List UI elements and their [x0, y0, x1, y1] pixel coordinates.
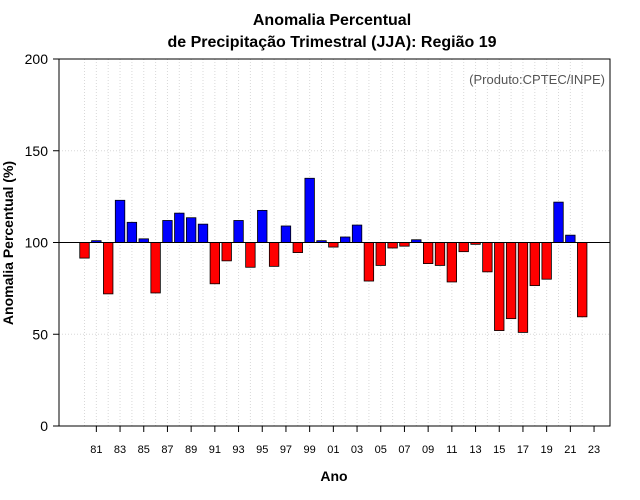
- bar-2009: [422, 242, 434, 265]
- x-tick-label: 15: [493, 444, 505, 456]
- y-tick-label: 100: [25, 235, 49, 251]
- bar-1996: [268, 242, 280, 267]
- bar-2001: [328, 242, 339, 248]
- x-tick-label: 09: [422, 444, 434, 456]
- chart-title-line2: de Precipitação Trimestral (JJA): Região…: [167, 34, 496, 51]
- bar-1989: [185, 217, 197, 243]
- y-tick-label: 150: [25, 143, 49, 159]
- y-tick-label: 50: [32, 326, 48, 342]
- bar-1982: [103, 242, 114, 295]
- x-axis-label: Ano: [320, 468, 347, 484]
- bar-1983: [114, 199, 126, 243]
- y-tick-label: 200: [25, 51, 49, 67]
- bar-2022: [577, 242, 588, 318]
- bar-1984: [126, 221, 138, 243]
- bar-1991: [209, 242, 221, 285]
- x-tick-label: 89: [185, 444, 197, 456]
- x-tick-label: 97: [280, 444, 292, 456]
- bar-2018: [529, 242, 540, 287]
- x-tick-label: 11: [446, 444, 457, 456]
- bar-1999: [304, 177, 315, 243]
- x-tick-label: 95: [256, 444, 268, 456]
- bar-2020: [553, 201, 564, 243]
- x-tick-label: 81: [90, 444, 102, 456]
- bar-2003: [351, 224, 363, 243]
- bar-2002: [340, 236, 351, 243]
- x-tick-label: 01: [327, 444, 339, 456]
- bar-2017: [517, 242, 529, 333]
- chart-title-line1: Anomalia Percentual: [253, 12, 411, 29]
- x-tick-label: 21: [564, 444, 576, 456]
- y-axis-label: Anomalia Percentual (%): [0, 161, 16, 325]
- bar-2019: [541, 242, 552, 280]
- bar-1993: [233, 220, 244, 243]
- x-axis: 81 83 85 87 89 91 93 95 97 99 01 03 05 07 09 11 13 15 17 19…: [90, 426, 600, 456]
- y-tick-label: 0: [40, 418, 48, 434]
- x-tick-label: 87: [161, 444, 173, 456]
- bar-1986: [150, 242, 161, 294]
- bar-2006: [387, 242, 398, 249]
- bar-1998: [292, 242, 303, 253]
- bar-1995: [257, 209, 268, 243]
- bar-1985: [138, 238, 149, 243]
- bar-2015: [494, 242, 505, 331]
- bar-2016: [505, 242, 517, 320]
- bar-2010: [434, 242, 446, 266]
- bar-1992: [221, 242, 232, 262]
- x-tick-label: 07: [398, 444, 410, 456]
- bar-2007: [399, 242, 410, 247]
- bar-2005: [375, 242, 386, 266]
- x-tick-label: 19: [541, 444, 553, 456]
- x-tick-label: 17: [517, 444, 529, 456]
- x-tick-label: 23: [588, 444, 600, 456]
- bar-1990: [197, 223, 209, 243]
- bar-1987: [162, 220, 173, 243]
- x-tick-label: 03: [351, 444, 363, 456]
- x-tick-label: 99: [304, 444, 316, 456]
- bar-2011: [446, 242, 458, 283]
- x-tick-label: 85: [138, 444, 150, 456]
- bar-2014: [482, 242, 493, 273]
- y-axis: 0 50 100 150 200: [25, 51, 59, 434]
- x-tick-label: 83: [114, 444, 126, 456]
- bar-2004: [363, 242, 375, 282]
- bar-1997: [280, 225, 292, 243]
- bar-1994: [245, 242, 256, 268]
- x-tick-label: 91: [209, 444, 221, 456]
- x-tick-label: 05: [375, 444, 387, 456]
- bars: [79, 177, 588, 333]
- bar-2012: [458, 242, 469, 253]
- x-tick-label: 13: [469, 444, 481, 456]
- source-annotation: (Produto:CPTEC/INPE): [469, 72, 605, 87]
- x-tick-label: 93: [232, 444, 244, 456]
- bar-1980: [79, 242, 90, 259]
- bar-1988: [174, 212, 185, 243]
- bar-2021: [565, 234, 576, 243]
